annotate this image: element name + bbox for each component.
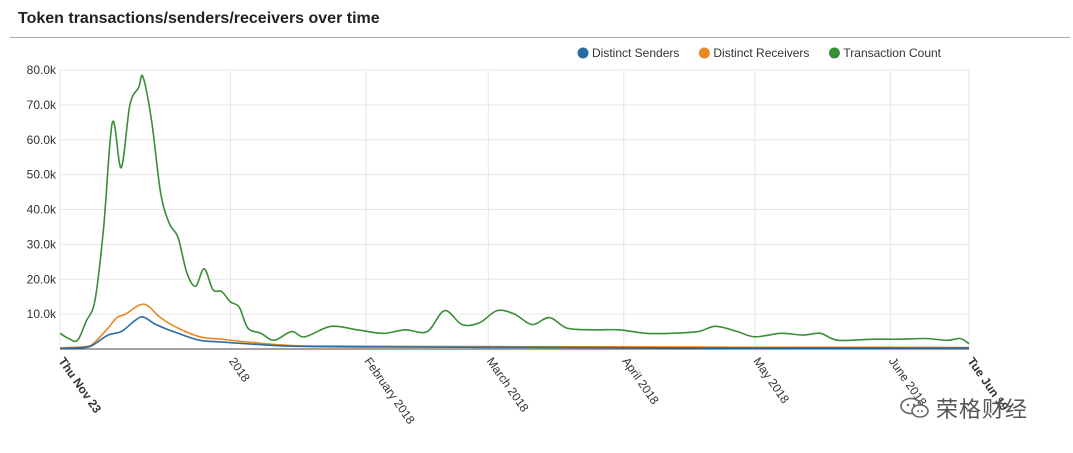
series-lines xyxy=(59,74,970,350)
x-tick-label: March 2018 xyxy=(484,355,532,415)
grid-lines xyxy=(59,69,970,349)
watermark-text: 荣格财经 xyxy=(936,398,1029,423)
title-divider xyxy=(10,37,1070,38)
watermark: 荣格财经 xyxy=(900,392,1028,424)
legend-item-distinct-receivers[interactable]: Distinct Receivers xyxy=(698,46,810,60)
series-line-distinct-senders xyxy=(59,316,970,350)
series-line-transaction-count xyxy=(59,74,970,345)
x-tick-label: 2018 xyxy=(226,355,253,385)
y-tick-label: 50.0k xyxy=(27,168,57,182)
x-tick-label: April 2018 xyxy=(619,355,662,408)
y-tick-label: 40.0k xyxy=(27,203,57,217)
legend-label: Distinct Receivers xyxy=(713,46,809,60)
x-tick-label: February 2018 xyxy=(361,355,417,427)
legend-item-transaction-count[interactable]: Transaction Count xyxy=(828,46,942,60)
y-tick-label: 10.0k xyxy=(27,307,57,321)
y-tick-label: 60.0k xyxy=(27,133,57,147)
legend-label: Transaction Count xyxy=(843,46,941,60)
legend-swatch xyxy=(698,47,710,59)
x-tick-label: May 2018 xyxy=(750,355,792,406)
legend-label: Distinct Senders xyxy=(592,46,679,60)
legend-item-distinct-senders[interactable]: Distinct Senders xyxy=(577,46,680,60)
y-tick-label: 20.0k xyxy=(27,272,57,286)
series-line-distinct-receivers xyxy=(59,303,970,349)
legend-swatch xyxy=(577,47,589,59)
legend[interactable]: Distinct Senders Distinct Receivers Transa… xyxy=(577,46,942,60)
legend-swatch xyxy=(828,47,840,59)
x-tick-label: Thu Nov 23 xyxy=(56,355,105,416)
chat-bubbles-icon xyxy=(900,397,929,418)
y-tick-label: 80.0k xyxy=(27,63,57,77)
x-axis-tick-labels: Thu Nov 23 2018 February 2018 March 2018 Apr… xyxy=(56,355,1012,427)
y-tick-label: 30.0k xyxy=(27,237,57,251)
y-tick-label: 70.0k xyxy=(27,98,57,112)
chart-title: Token transactions/senders/receivers ove… xyxy=(18,10,380,27)
y-axis-tick-labels: 10.0k 20.0k 30.0k 40.0k 50.0k 60.0k 70.0k 80.0k xyxy=(27,63,57,321)
